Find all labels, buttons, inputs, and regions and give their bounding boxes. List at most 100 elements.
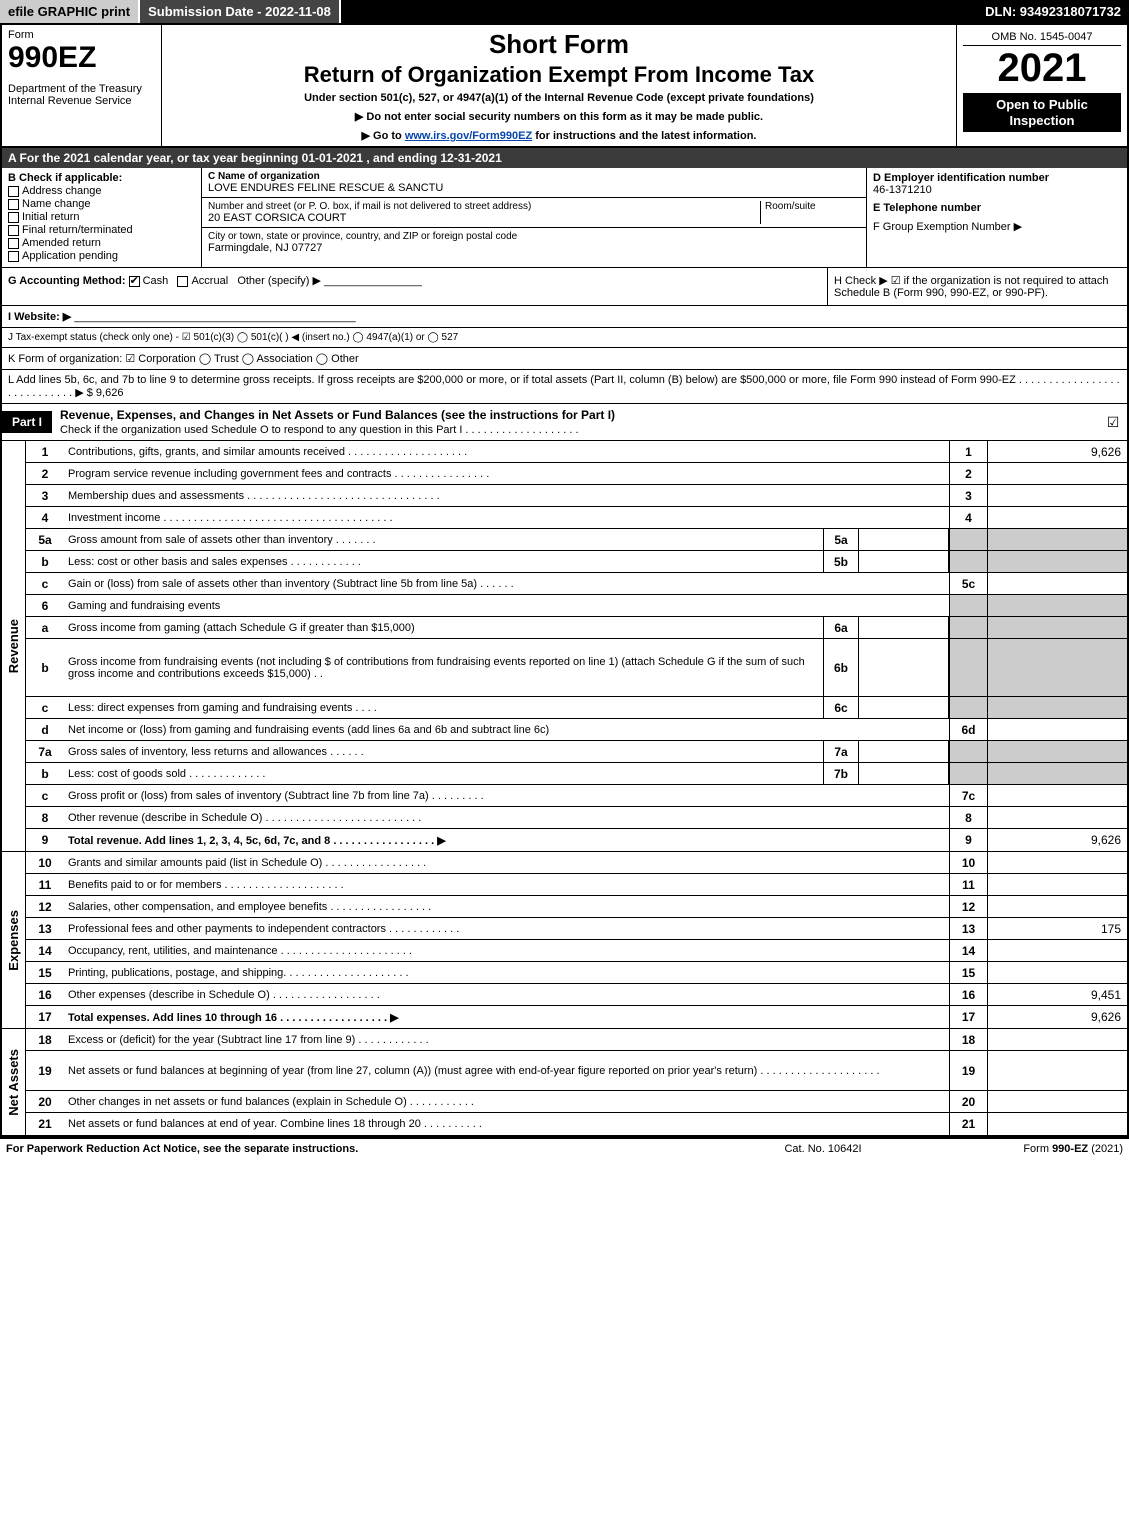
ln21-val bbox=[987, 1113, 1127, 1135]
ln6c-desc: Less: direct expenses from gaming and fu… bbox=[64, 697, 823, 718]
dept-label: Department of the Treasury Internal Reve… bbox=[8, 83, 155, 107]
cb-name-change[interactable]: Name change bbox=[8, 198, 195, 210]
part-i-subtitle: Check if the organization used Schedule … bbox=[60, 424, 579, 436]
line-6c: c Less: direct expenses from gaming and … bbox=[26, 697, 1127, 719]
ln12-num: 12 bbox=[26, 896, 64, 917]
line-2: 2 Program service revenue including gove… bbox=[26, 463, 1127, 485]
ln19-num: 19 bbox=[26, 1051, 64, 1090]
ln7c-num: c bbox=[26, 785, 64, 806]
line-5b: b Less: cost or other basis and sales ex… bbox=[26, 551, 1127, 573]
ln6b-valshade bbox=[987, 639, 1127, 696]
header-row: Form 990EZ Department of the Treasury In… bbox=[2, 25, 1127, 148]
ln14-box: 14 bbox=[949, 940, 987, 961]
d-ein-label: D Employer identification number bbox=[873, 172, 1121, 184]
org-street: 20 EAST CORSICA COURT bbox=[208, 212, 760, 224]
ln9-box: 9 bbox=[949, 829, 987, 851]
cb-amended-return[interactable]: Amended return bbox=[8, 237, 195, 249]
short-form-title: Short Form bbox=[170, 29, 948, 60]
ln5a-boxshade bbox=[949, 529, 987, 550]
ln7b-valshade bbox=[987, 763, 1127, 784]
ln8-desc: Other revenue (describe in Schedule O) .… bbox=[64, 807, 949, 828]
ln9-desc: Total revenue. Add lines 1, 2, 3, 4, 5c,… bbox=[64, 829, 949, 851]
part-i-check[interactable]: ☑ bbox=[1099, 414, 1127, 431]
ln4-box: 4 bbox=[949, 507, 987, 528]
ln15-box: 15 bbox=[949, 962, 987, 983]
ln6c-num: c bbox=[26, 697, 64, 718]
ln5b-valshade bbox=[987, 551, 1127, 572]
ln6-boxshade bbox=[949, 595, 987, 616]
cb-initial-return[interactable]: Initial return bbox=[8, 211, 195, 223]
ln6-valshade bbox=[987, 595, 1127, 616]
line-21: 21Net assets or fund balances at end of … bbox=[26, 1113, 1127, 1135]
g-accrual: Accrual bbox=[191, 275, 228, 287]
ln10-desc: Grants and similar amounts paid (list in… bbox=[64, 852, 949, 873]
ln7b-num: b bbox=[26, 763, 64, 784]
c-name-cell: C Name of organization LOVE ENDURES FELI… bbox=[202, 168, 866, 198]
header-left: Form 990EZ Department of the Treasury In… bbox=[2, 25, 162, 146]
line-15: 15Printing, publications, postage, and s… bbox=[26, 962, 1127, 984]
ln13-desc: Professional fees and other payments to … bbox=[64, 918, 949, 939]
ln12-desc: Salaries, other compensation, and employ… bbox=[64, 896, 949, 917]
cb-address-change[interactable]: Address change bbox=[8, 185, 195, 197]
form-number: 990EZ bbox=[8, 41, 155, 75]
ln15-val bbox=[987, 962, 1127, 983]
bcd-row: B Check if applicable: Address change Na… bbox=[2, 168, 1127, 268]
line-6d: d Net income or (loss) from gaming and f… bbox=[26, 719, 1127, 741]
ln2-box: 2 bbox=[949, 463, 987, 484]
g-label: G Accounting Method: bbox=[8, 275, 126, 287]
footer: For Paperwork Reduction Act Notice, see … bbox=[0, 1139, 1129, 1159]
line-6a: a Gross income from gaming (attach Sched… bbox=[26, 617, 1127, 639]
ln8-val bbox=[987, 807, 1127, 828]
efile-btn[interactable]: efile GRAPHIC print bbox=[0, 0, 140, 23]
return-title: Return of Organization Exempt From Incom… bbox=[170, 62, 948, 88]
section-a: A For the 2021 calendar year, or tax yea… bbox=[2, 148, 1127, 168]
c-city-cell: City or town, state or province, country… bbox=[202, 228, 866, 257]
ln15-desc: Printing, publications, postage, and shi… bbox=[64, 962, 949, 983]
ln16-num: 16 bbox=[26, 984, 64, 1005]
ln6d-box: 6d bbox=[949, 719, 987, 740]
c-city-label: City or town, state or province, country… bbox=[208, 231, 860, 242]
cb-cash[interactable] bbox=[129, 276, 140, 287]
netassets-section: Net Assets 18Excess or (deficit) for the… bbox=[2, 1029, 1127, 1137]
section-def: D Employer identification number 46-1371… bbox=[867, 168, 1127, 267]
line-3: 3 Membership dues and assessments . . . … bbox=[26, 485, 1127, 507]
e-phone-label: E Telephone number bbox=[873, 202, 1121, 214]
revenue-side-label: Revenue bbox=[2, 441, 26, 851]
ln18-box: 18 bbox=[949, 1029, 987, 1050]
b-label: B Check if applicable: bbox=[8, 172, 195, 184]
ln19-val bbox=[987, 1051, 1127, 1090]
g-other: Other (specify) ▶ bbox=[237, 275, 321, 287]
c-street-cell: Number and street (or P. O. box, if mail… bbox=[202, 198, 866, 228]
ln5c-val bbox=[987, 573, 1127, 594]
ln10-num: 10 bbox=[26, 852, 64, 873]
ln11-box: 11 bbox=[949, 874, 987, 895]
c-name-label: C Name of organization bbox=[208, 171, 860, 182]
cb-final-return[interactable]: Final return/terminated bbox=[8, 224, 195, 236]
ln10-val bbox=[987, 852, 1127, 873]
ln6d-desc: Net income or (loss) from gaming and fun… bbox=[64, 719, 949, 740]
ln18-desc: Excess or (deficit) for the year (Subtra… bbox=[64, 1029, 949, 1050]
ln20-val bbox=[987, 1091, 1127, 1112]
ln7a-subval bbox=[859, 741, 949, 762]
ln17-val: 9,626 bbox=[987, 1006, 1127, 1028]
ln12-box: 12 bbox=[949, 896, 987, 917]
gh-row: G Accounting Method: Cash Accrual Other … bbox=[2, 268, 1127, 306]
irs-link[interactable]: www.irs.gov/Form990EZ bbox=[405, 130, 532, 142]
ln7b-sub: 7b bbox=[823, 763, 859, 784]
ln7c-box: 7c bbox=[949, 785, 987, 806]
ln21-num: 21 bbox=[26, 1113, 64, 1135]
ln6b-sub: 6b bbox=[823, 639, 859, 696]
org-name: LOVE ENDURES FELINE RESCUE & SANCTU bbox=[208, 182, 860, 194]
under-section: Under section 501(c), 527, or 4947(a)(1)… bbox=[170, 92, 948, 104]
ln16-box: 16 bbox=[949, 984, 987, 1005]
ln12-val bbox=[987, 896, 1127, 917]
ln5a-subval bbox=[859, 529, 949, 550]
ln7a-desc: Gross sales of inventory, less returns a… bbox=[64, 741, 823, 762]
ln6a-desc: Gross income from gaming (attach Schedul… bbox=[64, 617, 823, 638]
ln6a-num: a bbox=[26, 617, 64, 638]
line-6b: b Gross income from fundraising events (… bbox=[26, 639, 1127, 697]
cb-application-pending[interactable]: Application pending bbox=[8, 250, 195, 262]
cb-accrual[interactable] bbox=[177, 276, 188, 287]
ln5b-num: b bbox=[26, 551, 64, 572]
form-label: Form bbox=[8, 29, 155, 41]
